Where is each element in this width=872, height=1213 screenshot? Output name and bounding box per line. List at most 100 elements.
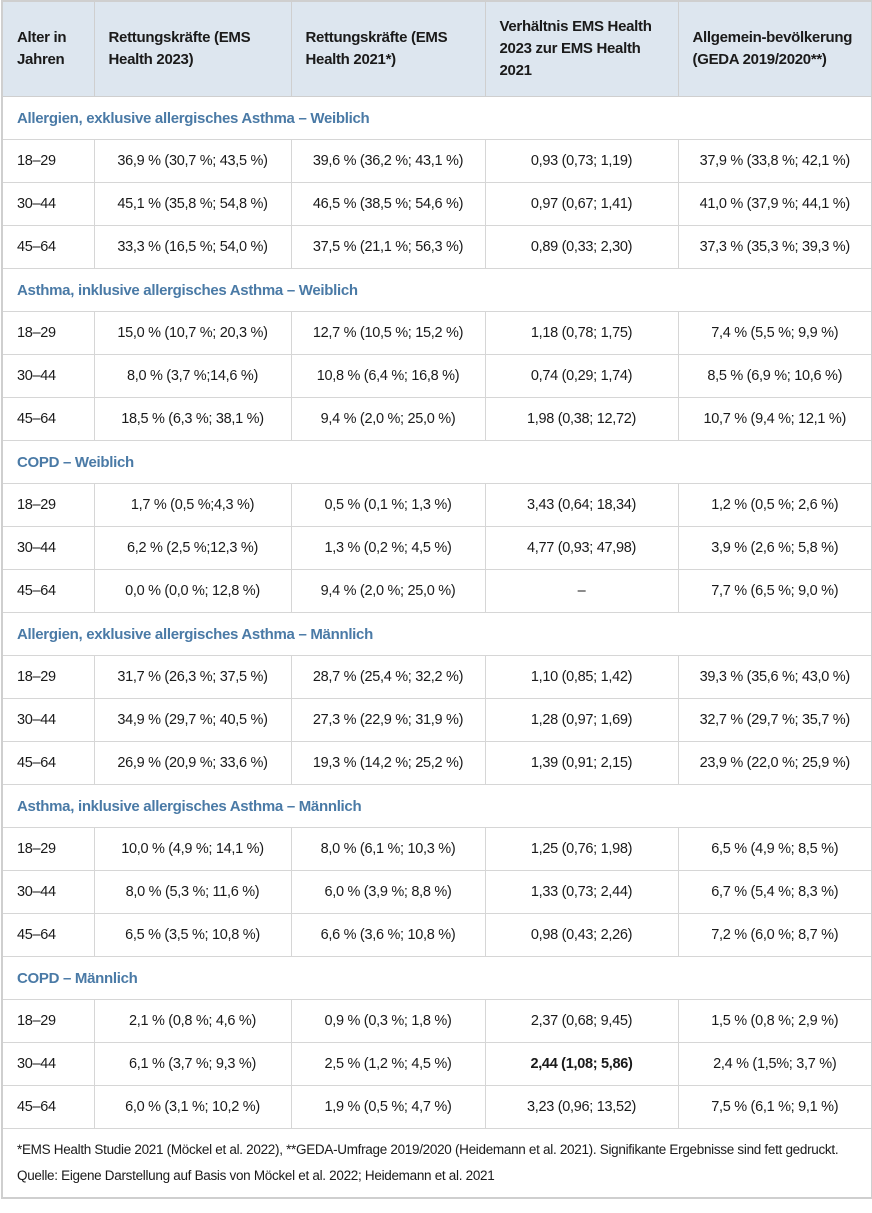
cell-ems-2021: 27,3 % (22,9 %; 31,9 %)	[290, 698, 486, 742]
cell-age: 30–44	[1, 182, 95, 226]
cell-ratio: 0,93 (0,73; 1,19)	[484, 139, 679, 183]
cell-ems-2023: 6,2 % (2,5 %;12,3 %)	[93, 526, 292, 570]
cell-ems-2021: 8,0 % (6,1 %; 10,3 %)	[290, 827, 486, 871]
cell-ratio: 1,33 (0,73; 2,44)	[484, 870, 679, 914]
cell-ems-2023: 8,0 % (3,7 %;14,6 %)	[93, 354, 292, 398]
cell-general-population: 8,5 % (6,9 %; 10,6 %)	[677, 354, 872, 398]
table-row: 30–44 34,9 % (29,7 %; 40,5 %) 27,3 % (22,9…	[1, 698, 872, 742]
cell-ratio: 4,77 (0,93; 47,98)	[484, 526, 679, 570]
cell-general-population: 7,2 % (6,0 %; 8,7 %)	[677, 913, 872, 957]
cell-ems-2021: 6,0 % (3,9 %; 8,8 %)	[290, 870, 486, 914]
section-row: Allergien, exklusive allergisches Asthma…	[1, 612, 872, 656]
section-title: Asthma, inklusive allergisches Asthma – …	[1, 268, 872, 312]
cell-age: 30–44	[1, 354, 95, 398]
cell-ems-2023: 31,7 % (26,3 %; 37,5 %)	[93, 655, 292, 699]
cell-age: 30–44	[1, 698, 95, 742]
cell-ems-2023: 45,1 % (35,8 %; 54,8 %)	[93, 182, 292, 226]
cell-age: 18–29	[1, 139, 95, 183]
cell-ems-2021: 19,3 % (14,2 %; 25,2 %)	[290, 741, 486, 785]
cell-age: 45–64	[1, 569, 95, 613]
section-title: Allergien, exklusive allergisches Asthma…	[1, 96, 872, 140]
table-row: 18–29 36,9 % (30,7 %; 43,5 %) 39,6 % (36,2…	[1, 139, 872, 183]
cell-general-population: 37,9 % (33,8 %; 42,1 %)	[677, 139, 872, 183]
cell-ratio: 0,74 (0,29; 1,74)	[484, 354, 679, 398]
cell-age: 18–29	[1, 827, 95, 871]
cell-age: 18–29	[1, 999, 95, 1043]
cell-age: 30–44	[1, 870, 95, 914]
cell-general-population: 23,9 % (22,0 %; 25,9 %)	[677, 741, 872, 785]
cell-general-population: 37,3 % (35,3 %; 39,3 %)	[677, 225, 872, 269]
cell-ems-2023: 2,1 % (0,8 %; 4,6 %)	[93, 999, 292, 1043]
section-title: COPD – Weiblich	[1, 440, 872, 484]
cell-ems-2021: 37,5 % (21,1 %; 56,3 %)	[290, 225, 486, 269]
cell-age: 45–64	[1, 741, 95, 785]
cell-ratio: 0,97 (0,67; 1,41)	[484, 182, 679, 226]
cell-ratio: 3,23 (0,96; 13,52)	[484, 1085, 679, 1129]
section-row: Asthma, inklusive allergisches Asthma – …	[1, 784, 872, 828]
cell-general-population: 41,0 % (37,9 %; 44,1 %)	[677, 182, 872, 226]
cell-ems-2023: 6,0 % (3,1 %; 10,2 %)	[93, 1085, 292, 1129]
cell-ratio: 1,18 (0,78; 1,75)	[484, 311, 679, 355]
cell-ems-2021: 2,5 % (1,2 %; 4,5 %)	[290, 1042, 486, 1086]
section-row: Asthma, inklusive allergisches Asthma – …	[1, 268, 872, 312]
cell-ratio: 0,98 (0,43; 2,26)	[484, 913, 679, 957]
cell-ems-2023: 36,9 % (30,7 %; 43,5 %)	[93, 139, 292, 183]
cell-general-population: 6,5 % (4,9 %; 8,5 %)	[677, 827, 872, 871]
cell-ems-2023: 1,7 % (0,5 %;4,3 %)	[93, 483, 292, 527]
cell-general-population: 2,4 % (1,5%; 3,7 %)	[677, 1042, 872, 1086]
cell-age: 45–64	[1, 1085, 95, 1129]
cell-ems-2021: 9,4 % (2,0 %; 25,0 %)	[290, 397, 486, 441]
cell-ems-2021: 12,7 % (10,5 %; 15,2 %)	[290, 311, 486, 355]
cell-ratio: 1,10 (0,85; 1,42)	[484, 655, 679, 699]
table-row: 30–44 6,1 % (3,7 %; 9,3 %) 2,5 % (1,2 %; 4…	[1, 1042, 872, 1086]
table-row: 30–44 6,2 % (2,5 %;12,3 %) 1,3 % (0,2 %; 4…	[1, 526, 872, 570]
cell-age: 30–44	[1, 1042, 95, 1086]
table-row: 30–44 8,0 % (5,3 %; 11,6 %) 6,0 % (3,9 %; …	[1, 870, 872, 914]
cell-general-population: 7,7 % (6,5 %; 9,0 %)	[677, 569, 872, 613]
cell-ratio: 1,28 (0,97; 1,69)	[484, 698, 679, 742]
cell-ems-2021: 9,4 % (2,0 %; 25,0 %)	[290, 569, 486, 613]
cell-ems-2023: 33,3 % (16,5 %; 54,0 %)	[93, 225, 292, 269]
table-row: 45–64 26,9 % (20,9 %; 33,6 %) 19,3 % (14,2…	[1, 741, 872, 785]
cell-age: 18–29	[1, 655, 95, 699]
cell-ems-2021: 28,7 % (25,4 %; 32,2 %)	[290, 655, 486, 699]
section-title: Asthma, inklusive allergisches Asthma – …	[1, 784, 872, 828]
table-row: 30–44 45,1 % (35,8 %; 54,8 %) 46,5 % (38,5…	[1, 182, 872, 226]
footnote: *EMS Health Studie 2021 (Möckel et al. 2…	[1, 1128, 872, 1199]
cell-age: 18–29	[1, 483, 95, 527]
cell-ratio: –	[484, 569, 679, 613]
table-row: 18–29 10,0 % (4,9 %; 14,1 %) 8,0 % (6,1 %;…	[1, 827, 872, 871]
cell-ems-2021: 6,6 % (3,6 %; 10,8 %)	[290, 913, 486, 957]
cell-ratio: 1,98 (0,38; 12,72)	[484, 397, 679, 441]
cell-ems-2023: 15,0 % (10,7 %; 20,3 %)	[93, 311, 292, 355]
cell-general-population: 3,9 % (2,6 %; 5,8 %)	[677, 526, 872, 570]
cell-general-population: 10,7 % (9,4 %; 12,1 %)	[677, 397, 872, 441]
header-ems-2021: Rettungskräfte (EMS Health 2021*)	[290, 0, 486, 97]
cell-ems-2021: 0,9 % (0,3 %; 1,8 %)	[290, 999, 486, 1043]
cell-ems-2021: 1,9 % (0,5 %; 4,7 %)	[290, 1085, 486, 1129]
cell-ems-2023: 6,5 % (3,5 %; 10,8 %)	[93, 913, 292, 957]
cell-ems-2021: 46,5 % (38,5 %; 54,6 %)	[290, 182, 486, 226]
cell-ems-2023: 34,9 % (29,7 %; 40,5 %)	[93, 698, 292, 742]
cell-ems-2021: 1,3 % (0,2 %; 4,5 %)	[290, 526, 486, 570]
header-ems-2023: Rettungskräfte (EMS Health 2023)	[93, 0, 292, 97]
section-row: Allergien, exklusive allergisches Asthma…	[1, 96, 872, 140]
cell-ems-2023: 18,5 % (6,3 %; 38,1 %)	[93, 397, 292, 441]
cell-general-population: 1,2 % (0,5 %; 2,6 %)	[677, 483, 872, 527]
table-row: 45–64 0,0 % (0,0 %; 12,8 %) 9,4 % (2,0 %; …	[1, 569, 872, 613]
section-row: COPD – Weiblich	[1, 440, 872, 484]
cell-ems-2021: 0,5 % (0,1 %; 1,3 %)	[290, 483, 486, 527]
header-age: Alter in Jahren	[1, 0, 95, 97]
cell-ems-2021: 39,6 % (36,2 %; 43,1 %)	[290, 139, 486, 183]
cell-ratio: 1,25 (0,76; 1,98)	[484, 827, 679, 871]
cell-ratio: 2,44 (1,08; 5,86)	[484, 1042, 679, 1086]
cell-age: 45–64	[1, 913, 95, 957]
section-title: Allergien, exklusive allergisches Asthma…	[1, 612, 872, 656]
header-general-population: Allgemein-bevölkerung (GEDA 2019/2020**)	[677, 0, 872, 97]
footnote-row: *EMS Health Studie 2021 (Möckel et al. 2…	[1, 1128, 872, 1199]
header-row: Alter in Jahren Rettungskräfte (EMS Heal…	[1, 0, 872, 97]
cell-general-population: 32,7 % (29,7 %; 35,7 %)	[677, 698, 872, 742]
cell-ratio: 3,43 (0,64; 18,34)	[484, 483, 679, 527]
cell-general-population: 7,5 % (6,1 %; 9,1 %)	[677, 1085, 872, 1129]
